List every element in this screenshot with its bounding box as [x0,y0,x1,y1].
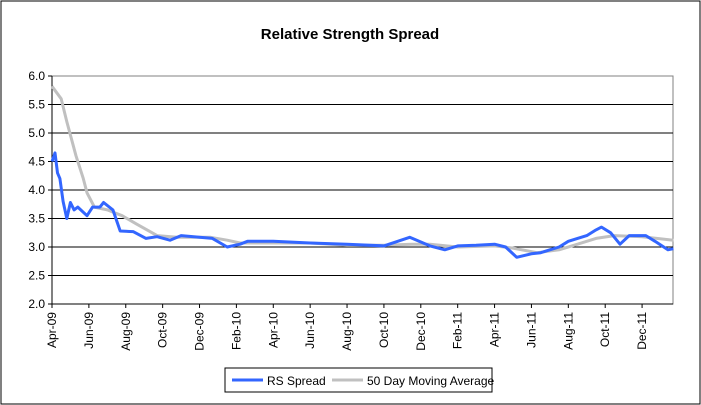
y-tick-label: 3.5 [28,212,45,226]
y-tick-label: 4.0 [28,183,45,197]
y-tick-label: 2.0 [28,297,45,311]
y-tick-label: 3.0 [28,240,45,254]
y-tick-label: 2.5 [28,269,45,283]
x-tick-label: Feb-10 [229,312,243,350]
legend-label-moving-average: 50 Day Moving Average [367,374,495,388]
legend: RS Spread 50 Day Moving Average [224,367,495,393]
x-tick-label: Dec-09 [193,312,207,351]
legend-label-rs-spread: RS Spread [267,374,326,388]
x-tick-label: Oct-11 [598,312,612,347]
chart-title: Relative Strength Spread [261,26,439,43]
series-line-moving-average [50,85,674,255]
x-tick-label: Jun-10 [303,312,317,349]
y-tick-label: 6.0 [28,69,45,83]
x-tick-label: Jun-11 [524,312,538,348]
x-tick-label: Oct-10 [377,312,391,348]
x-tick-label: Aug-11 [561,312,575,350]
x-tick-label: Feb-11 [451,312,465,349]
x-tick-label: Apr-09 [45,312,59,348]
y-tick-label: 5.5 [28,98,45,112]
x-tick-label: Jun-09 [82,312,96,349]
y-tick-label: 4.5 [28,155,45,169]
x-tick-label: Aug-10 [340,312,354,351]
x-tick-label: Apr-10 [266,312,280,348]
series-line-rs-spread [50,151,674,259]
x-tick-label: Aug-09 [119,312,133,351]
x-tick-label: Apr-11 [488,312,502,347]
x-tick-label: Oct-09 [156,312,170,348]
y-tick-label: 5.0 [28,126,45,140]
x-tick-label: Dec-10 [414,312,428,351]
x-tick-label: Dec-11 [635,312,649,350]
